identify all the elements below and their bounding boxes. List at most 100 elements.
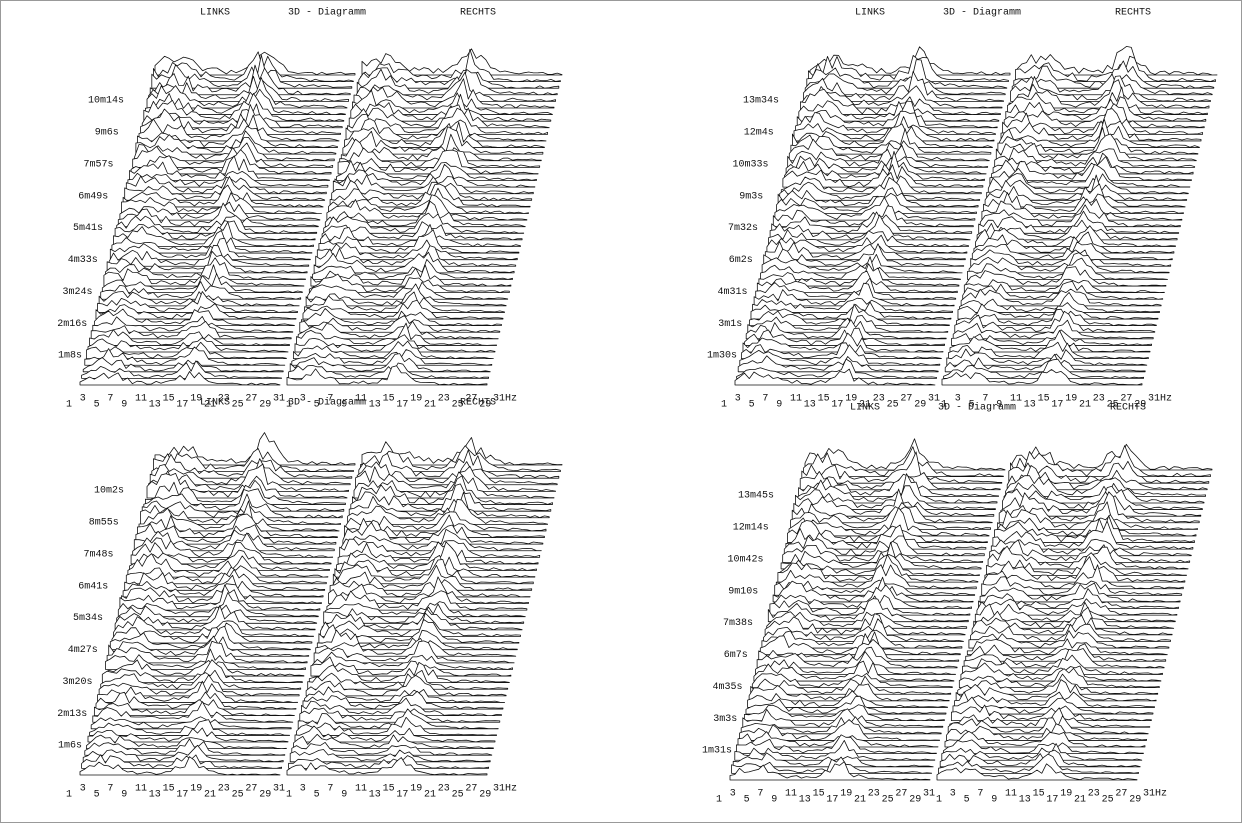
freq-label: 1 xyxy=(66,790,72,801)
time-label: 1m31s xyxy=(702,746,732,757)
right-label: RECHTS xyxy=(1110,403,1146,414)
freq-label: 13 xyxy=(149,790,161,801)
time-label: 8m55s xyxy=(89,518,119,529)
freq-label: 25 xyxy=(232,790,244,801)
time-label: 3m1s xyxy=(718,319,742,330)
freq-label: 21 xyxy=(424,790,436,801)
freq-label: 1 xyxy=(716,795,722,806)
freq-label: 17 xyxy=(396,790,408,801)
freq-label: 31 xyxy=(273,394,285,405)
freq-label: 11 xyxy=(785,789,797,800)
freq-label: 15 xyxy=(383,784,395,795)
freq-label: 29 xyxy=(479,790,491,801)
time-label: 4m31s xyxy=(717,287,747,298)
freq-label: 19 xyxy=(410,784,422,795)
time-label: 3m3s xyxy=(713,714,737,725)
freq-label: 15 xyxy=(1033,789,1045,800)
time-label: 13m34s xyxy=(743,96,779,107)
time-label: 4m27s xyxy=(68,645,98,656)
diagram-title: 3D - Diagramm xyxy=(938,402,1016,414)
time-label: 5m34s xyxy=(73,613,103,624)
freq-label: 11 xyxy=(1005,789,1017,800)
freq-label: 1 xyxy=(66,400,72,411)
time-label: 2m13s xyxy=(57,709,87,720)
freq-label: 21 xyxy=(1074,795,1086,806)
freq-label: 19 xyxy=(1065,394,1077,405)
freq-label: 31Hz xyxy=(1148,394,1172,405)
freq-label: 25 xyxy=(1102,795,1114,806)
time-label: 4m33s xyxy=(68,255,98,266)
left-label: LINKS xyxy=(855,8,885,19)
freq-label: 17 xyxy=(396,400,408,411)
freq-label: 29 xyxy=(259,400,271,411)
freq-label: 19 xyxy=(1060,789,1072,800)
time-label: 12m14s xyxy=(733,523,769,534)
time-label: 1m8s xyxy=(58,351,82,362)
freq-label: 17 xyxy=(176,400,188,411)
time-label: 9m10s xyxy=(728,586,758,597)
freq-label: 11 xyxy=(135,784,147,795)
freq-label: 7 xyxy=(107,784,113,795)
freq-label: 21 xyxy=(1079,400,1091,411)
freq-label: 1 xyxy=(936,795,942,806)
freq-label: 23 xyxy=(1093,394,1105,405)
freq-label: 19 xyxy=(410,394,422,405)
right-label: RECHTS xyxy=(1115,8,1151,19)
freq-label: 23 xyxy=(1088,789,1100,800)
freq-label: 5 xyxy=(94,400,100,411)
freq-label: 9 xyxy=(776,400,782,411)
time-label: 7m32s xyxy=(728,223,758,234)
freq-label: 3 xyxy=(80,784,86,795)
freq-label: 23 xyxy=(438,394,450,405)
freq-label: 3 xyxy=(80,394,86,405)
freq-label: 27 xyxy=(1115,789,1127,800)
time-label: 10m42s xyxy=(727,554,763,565)
time-label: 10m14s xyxy=(88,96,124,107)
freq-label: 29 xyxy=(914,400,926,411)
freq-label: 7 xyxy=(977,789,983,800)
freq-label: 31Hz xyxy=(1143,789,1167,800)
right-label: RECHTS xyxy=(460,8,496,19)
freq-label: 25 xyxy=(882,795,894,806)
freq-label: 9 xyxy=(341,790,347,801)
time-label: 7m38s xyxy=(723,618,753,629)
freq-label: 7 xyxy=(762,394,768,405)
freq-label: 7 xyxy=(107,394,113,405)
freq-label: 23 xyxy=(868,789,880,800)
freq-label: 29 xyxy=(1129,795,1141,806)
freq-label: 3 xyxy=(735,394,741,405)
freq-label: 9 xyxy=(771,795,777,806)
time-label: 9m6s xyxy=(95,128,119,139)
freq-label: 5 xyxy=(94,790,100,801)
freq-label: 27 xyxy=(895,789,907,800)
freq-label: 31Hz xyxy=(493,394,517,405)
freq-label: 1 xyxy=(286,790,292,801)
freq-label: 21 xyxy=(204,790,216,801)
freq-label: 31 xyxy=(273,784,285,795)
right-label: RECHTS xyxy=(460,398,496,409)
freq-label: 3 xyxy=(300,784,306,795)
freq-label: 27 xyxy=(465,784,477,795)
freq-label: 31 xyxy=(923,789,935,800)
freq-label: 23 xyxy=(218,784,230,795)
time-label: 9m3s xyxy=(739,191,763,202)
freq-label: 7 xyxy=(757,789,763,800)
time-label: 7m57s xyxy=(83,159,113,170)
time-label: 5m41s xyxy=(73,223,103,234)
freq-label: 21 xyxy=(854,795,866,806)
freq-label: 9 xyxy=(121,790,127,801)
freq-label: 13 xyxy=(369,790,381,801)
freq-label: 17 xyxy=(831,400,843,411)
freq-label: 15 xyxy=(163,784,175,795)
time-label: 10m2s xyxy=(94,486,124,497)
freq-label: 19 xyxy=(840,789,852,800)
freq-label: 17 xyxy=(1046,795,1058,806)
freq-label: 31Hz xyxy=(493,784,517,795)
time-label: 6m49s xyxy=(78,191,108,202)
time-label: 3m20s xyxy=(62,677,92,688)
freq-label: 9 xyxy=(121,400,127,411)
freq-label: 17 xyxy=(826,795,838,806)
time-label: 12m4s xyxy=(744,128,774,139)
freq-label: 25 xyxy=(887,400,899,411)
freq-label: 7 xyxy=(327,784,333,795)
